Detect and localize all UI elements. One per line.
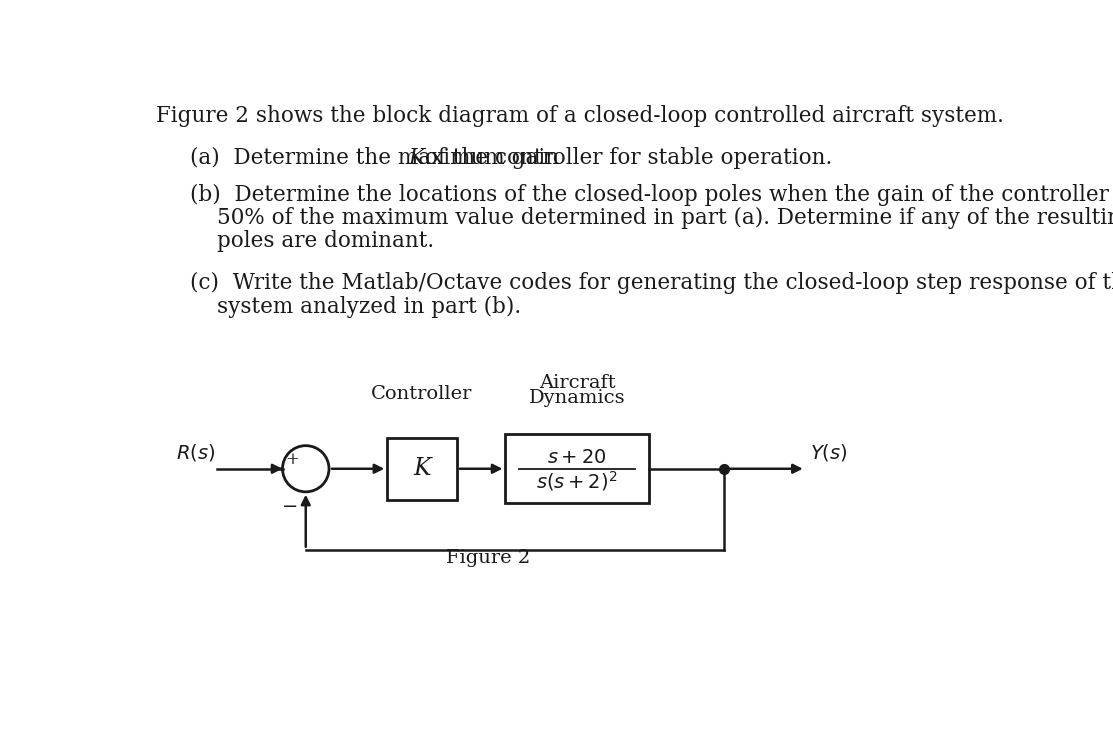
Text: $R(s)$: $R(s)$ [176,442,215,463]
Text: +: + [285,451,298,468]
Text: 50% of the maximum value determined in part (a). Determine if any of the resulti: 50% of the maximum value determined in p… [217,207,1113,229]
Text: Aircraft: Aircraft [539,374,615,392]
Text: (b)  Determine the locations of the closed-loop poles when the gain of the contr: (b) Determine the locations of the close… [189,184,1113,206]
Text: K: K [413,457,431,480]
Text: $Y(s)$: $Y(s)$ [809,442,847,463]
Text: $s+20$: $s+20$ [548,449,607,467]
Text: Figure 2 shows the block diagram of a closed-loop controlled aircraft system.: Figure 2 shows the block diagram of a cl… [156,105,1004,127]
Text: $s(s+2)^{2}$: $s(s+2)^{2}$ [536,469,618,493]
Text: Controller: Controller [372,385,473,403]
Text: (c)  Write the Matlab/Octave codes for generating the closed-loop step response : (c) Write the Matlab/Octave codes for ge… [189,272,1113,294]
Bar [505,434,649,504]
Text: Dynamics: Dynamics [529,389,626,407]
Text: of the controller for stable operation.: of the controller for stable operation. [418,147,833,169]
Text: −: − [282,498,298,516]
Text: K: K [408,147,425,169]
Text: poles are dominant.: poles are dominant. [217,230,434,252]
Text: (a)  Determine the maximum gain: (a) Determine the maximum gain [189,147,565,169]
Text: system analyzed in part (b).: system analyzed in part (b). [217,296,521,318]
Bar [387,438,456,499]
Text: Figure 2: Figure 2 [445,548,530,566]
